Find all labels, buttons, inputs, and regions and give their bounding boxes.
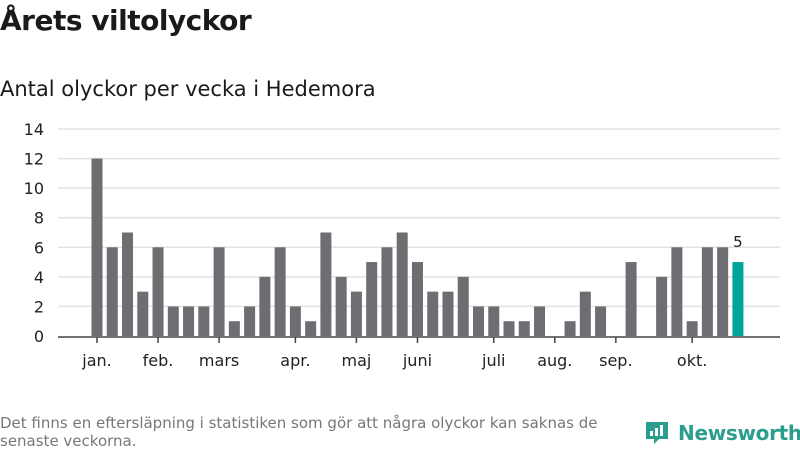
bar bbox=[305, 321, 317, 336]
bar bbox=[244, 306, 256, 336]
x-tick-label: apr. bbox=[280, 351, 310, 370]
bar bbox=[717, 247, 729, 336]
y-tick-label: 4 bbox=[34, 268, 44, 287]
x-tick-label: okt. bbox=[677, 351, 707, 370]
x-tick-label: sep. bbox=[599, 351, 632, 370]
bar bbox=[488, 306, 500, 336]
y-tick-label: 2 bbox=[34, 297, 44, 316]
bar bbox=[534, 306, 546, 336]
bar bbox=[564, 321, 576, 336]
bar bbox=[106, 247, 118, 336]
x-tick-label: juni bbox=[402, 351, 432, 370]
data-label: 5 bbox=[733, 233, 743, 251]
bar bbox=[320, 232, 332, 336]
bar bbox=[625, 262, 637, 336]
footnote: Det finns en eftersläpning i statistiken… bbox=[0, 414, 598, 450]
y-tick-label: 14 bbox=[24, 120, 44, 139]
bar bbox=[396, 232, 408, 336]
bar bbox=[686, 321, 698, 336]
bar bbox=[732, 262, 744, 336]
bar bbox=[381, 247, 393, 336]
x-tick-label: mars bbox=[199, 351, 239, 370]
chart-subtitle: Antal olyckor per vecka i Hedemora bbox=[0, 77, 376, 101]
bar bbox=[366, 262, 378, 336]
bar bbox=[579, 291, 591, 336]
x-tick-label: juli bbox=[481, 351, 505, 370]
logo-text: Newsworthy bbox=[678, 421, 800, 445]
bar bbox=[701, 247, 713, 336]
bar bbox=[457, 276, 469, 336]
bar bbox=[91, 158, 103, 336]
bar bbox=[442, 291, 454, 336]
y-tick-label: 8 bbox=[34, 209, 44, 228]
y-tick-label: 6 bbox=[34, 238, 44, 257]
bar bbox=[656, 276, 668, 336]
bar bbox=[671, 247, 683, 336]
bar bbox=[595, 306, 607, 336]
bar bbox=[167, 306, 179, 336]
x-tick-label: maj bbox=[341, 351, 371, 370]
bar-chart: 0 2 4 6 8 10 12 14 5 jan. feb. mars apr. maj juni juli a… bbox=[24, 120, 780, 370]
bar bbox=[122, 232, 134, 336]
newsworthy-logo-icon bbox=[646, 422, 668, 444]
x-tick-label: feb. bbox=[143, 351, 174, 370]
bar bbox=[183, 306, 195, 336]
bar bbox=[137, 291, 149, 336]
bar bbox=[213, 247, 225, 336]
x-tick-label: aug. bbox=[537, 351, 572, 370]
bar bbox=[198, 306, 210, 336]
bar bbox=[518, 321, 530, 336]
bar bbox=[152, 247, 164, 336]
bar bbox=[503, 321, 515, 336]
bar bbox=[335, 276, 347, 336]
y-tick-label: 12 bbox=[24, 150, 44, 169]
bar bbox=[411, 262, 423, 336]
bar bbox=[259, 276, 271, 336]
x-tick-label: jan. bbox=[81, 351, 111, 370]
newsworthy-logo: Newsworthy bbox=[644, 420, 800, 446]
chart-title: Årets viltolyckor bbox=[0, 4, 252, 37]
y-tick-label: 0 bbox=[34, 327, 44, 346]
y-tick-label: 10 bbox=[24, 179, 44, 198]
bar bbox=[228, 321, 240, 336]
bar bbox=[427, 291, 439, 336]
bar bbox=[473, 306, 484, 336]
bar bbox=[350, 291, 362, 336]
bar bbox=[289, 306, 301, 336]
bar bbox=[274, 247, 286, 336]
